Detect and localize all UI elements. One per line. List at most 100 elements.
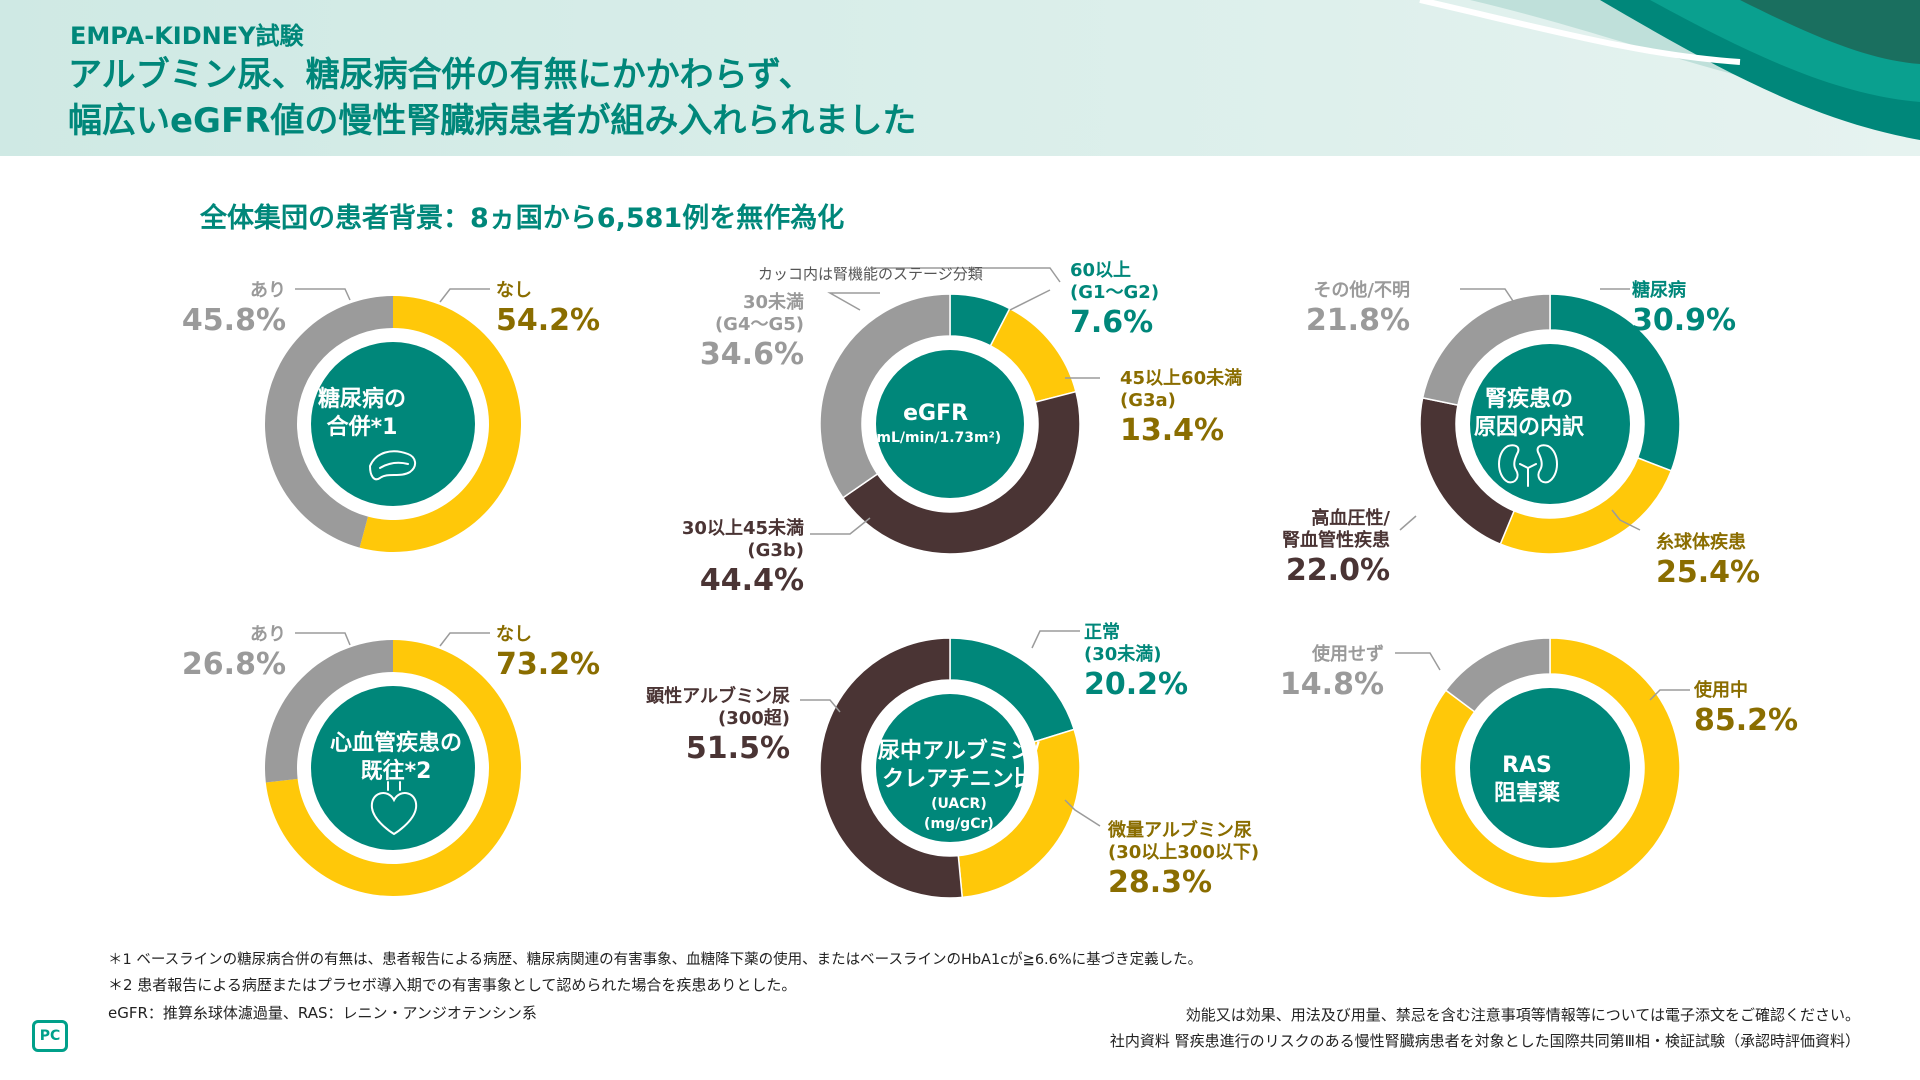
footnote-1: ＊1 ベースラインの糖尿病合併の有無は、患者報告による病歴、糖尿病関連の有害事象… — [108, 952, 1203, 968]
slice-pct: 21.8% — [1305, 303, 1410, 338]
trial-name: EMPA-KIDNEY試験 — [70, 22, 304, 50]
slice-sub: (30以上300以下) — [1108, 842, 1260, 863]
center-line1: eGFR — [903, 401, 969, 426]
slice-name: 30以上45未満 — [681, 518, 804, 539]
center-line1: 尿中アルブミン/ — [878, 739, 1040, 764]
center-label-cardio: 心血管疾患の 既往*2 — [330, 730, 462, 786]
donut-slice-2-4 — [819, 293, 951, 499]
donut-slice-6-1 — [1419, 637, 1681, 899]
label-cause-glomerular: 糸球体疾患 25.4% — [1656, 532, 1760, 592]
label-cause-diabetes: 糖尿病 30.9% — [1632, 280, 1736, 340]
slice-pct: 7.6% — [1070, 305, 1154, 340]
footnote-source: 社内資料 腎疾患進行のリスクのある慢性腎臓病患者を対象とした国際共同第Ⅲ相・検証… — [1109, 1032, 1860, 1050]
donut-chart-3 — [1419, 293, 1681, 555]
header-swoosh-decoration — [1419, 0, 1920, 140]
center-line1: RAS — [1502, 753, 1552, 778]
donut-slice-1-1 — [359, 296, 522, 552]
label-ras-unused: 使用せず 14.8% — [1280, 644, 1384, 704]
donut-chart-5 — [819, 637, 1081, 899]
slice-pct: 25.4% — [1656, 555, 1761, 590]
leader-line-11 — [1399, 515, 1417, 531]
headline-line2: 幅広いeGFR値の慢性腎臓病患者が組み入れられました — [68, 101, 917, 141]
slice-pct: 14.8% — [1279, 667, 1384, 702]
leader-line-6 — [827, 292, 880, 311]
donut-center-2 — [876, 350, 1024, 498]
center-line1: 糖尿病の — [318, 387, 407, 412]
slice-pct: 22.0% — [1285, 553, 1390, 588]
leader-line-3 — [870, 267, 1061, 283]
leader-line-16 — [800, 699, 841, 713]
donut-chart-6 — [1419, 637, 1681, 899]
center-label-egfr: eGFR (mL/min/1.73m²) — [870, 400, 1001, 448]
headline-line1: アルブミン尿、糖尿病合併の有無にかかわらず、 — [68, 55, 813, 95]
center-label-uacr: 尿中アルブミン/ クレアチニン比 (UACR) (mg/gCr) — [878, 738, 1040, 834]
subtitle: 全体集団の患者背景：8ヵ国から6,581例を無作為化 — [200, 203, 845, 234]
center-line2: 合併*1 — [326, 415, 398, 440]
center-line3: (UACR) — [931, 796, 987, 812]
center-line2: (mL/min/1.73m²) — [870, 430, 1002, 446]
slice-pct: 73.2% — [496, 647, 601, 682]
center-line1: 腎疾患の — [1485, 387, 1574, 412]
center-line2: 阻害薬 — [1494, 781, 1561, 806]
center-label-cause: 腎疾患の 原因の内訳 — [1474, 386, 1584, 442]
donut-slice-3-4 — [1421, 293, 1551, 406]
slice-name: あり — [250, 624, 286, 645]
donut-center-6 — [1470, 688, 1630, 848]
slice-name: あり — [250, 280, 286, 301]
label-diabetes-no: なし 54.2% — [496, 280, 600, 340]
slice-sub: (G3b) — [747, 540, 804, 561]
slice-name: 45以上60未満 — [1120, 368, 1243, 389]
center-line2: 既往*2 — [360, 759, 432, 784]
footnote-abbr: eGFR：推算糸球体濾過量、RAS：レニン・アンジオテンシン系 — [108, 1004, 537, 1022]
slice-name: 糖尿病 — [1632, 280, 1686, 301]
header-banner: EMPA-KIDNEY試験 アルブミン尿、糖尿病合併の有無にかかわらず、 幅広い… — [0, 0, 1920, 156]
label-egfr-60plus: 60以上 (G1〜G2) 7.6% — [1070, 260, 1159, 342]
center-line4: (mg/gCr) — [924, 816, 994, 832]
slice-pct: 54.2% — [496, 303, 601, 338]
egfr-note: カッコ内は腎機能のステージ分類 — [758, 265, 983, 283]
slice-pct: 13.4% — [1120, 413, 1225, 448]
leader-line-4 — [1009, 289, 1051, 311]
label-diabetes-yes: あり 45.8% — [182, 280, 286, 340]
slice-sub: (G3a) — [1120, 390, 1176, 411]
donut-center-4 — [311, 686, 475, 850]
slice-pct: 20.2% — [1084, 667, 1189, 702]
label-ras-used: 使用中 85.2% — [1694, 680, 1798, 740]
slice-name: 顕性アルブミン尿 — [646, 686, 790, 707]
donut-chart-2 — [819, 293, 1081, 555]
leader-line-14 — [1031, 630, 1080, 649]
slice-name: その他/不明 — [1313, 280, 1410, 301]
slice-pct: 45.8% — [181, 303, 286, 338]
footnote-notice: 効能又は効果、用法及び用量、禁忌を含む注意事項等情報等については電子添文をご確認… — [1185, 1006, 1860, 1024]
center-label-ras: RAS 阻害薬 — [1494, 752, 1560, 808]
leader-line-2 — [439, 288, 490, 303]
label-uacr-macro: 顕性アルブミン尿 (300超) 51.5% — [646, 686, 790, 768]
company-logo: PC — [32, 1020, 68, 1052]
footnote-2: ＊2 患者報告による病歴またはプラセボ導入期での有害事象として認められた場合を疾… — [108, 976, 797, 994]
slice-pct: 30.9% — [1632, 303, 1737, 338]
label-uacr-micro: 微量アルブミン尿 (30以上300以下) 28.3% — [1108, 820, 1259, 902]
donut-center-5 — [876, 694, 1024, 842]
leader-line-8 — [1460, 288, 1516, 305]
label-cause-other: その他/不明 21.8% — [1306, 280, 1410, 340]
slice-name: 糸球体疾患 — [1656, 532, 1746, 553]
donut-slice-1-2 — [265, 296, 393, 548]
donut-center-3 — [1470, 344, 1630, 504]
center-label-diabetes: 糖尿病の 合併*1 — [318, 386, 406, 442]
kidney-icon — [1498, 444, 1558, 487]
slice-sub: (300超) — [717, 708, 790, 729]
donut-chart-1 — [265, 296, 522, 552]
leader-line-13 — [439, 632, 490, 647]
label-cardio-no: なし 73.2% — [496, 624, 600, 684]
leader-line-7 — [810, 517, 871, 535]
donut-slice-2-3 — [841, 390, 1081, 555]
slice-name: 使用せず — [1312, 644, 1384, 665]
page-title: アルブミン尿、糖尿病合併の有無にかかわらず、 幅広いeGFR値の慢性腎臓病患者が… — [68, 52, 916, 144]
slice-name: 正常 — [1084, 622, 1120, 643]
slice-name: 微量アルブミン尿 — [1108, 820, 1252, 841]
slice-name: 30未満 — [742, 292, 804, 313]
leader-line-12 — [295, 632, 351, 646]
leader-line-1 — [295, 288, 351, 301]
slice-pct: 85.2% — [1694, 703, 1799, 738]
